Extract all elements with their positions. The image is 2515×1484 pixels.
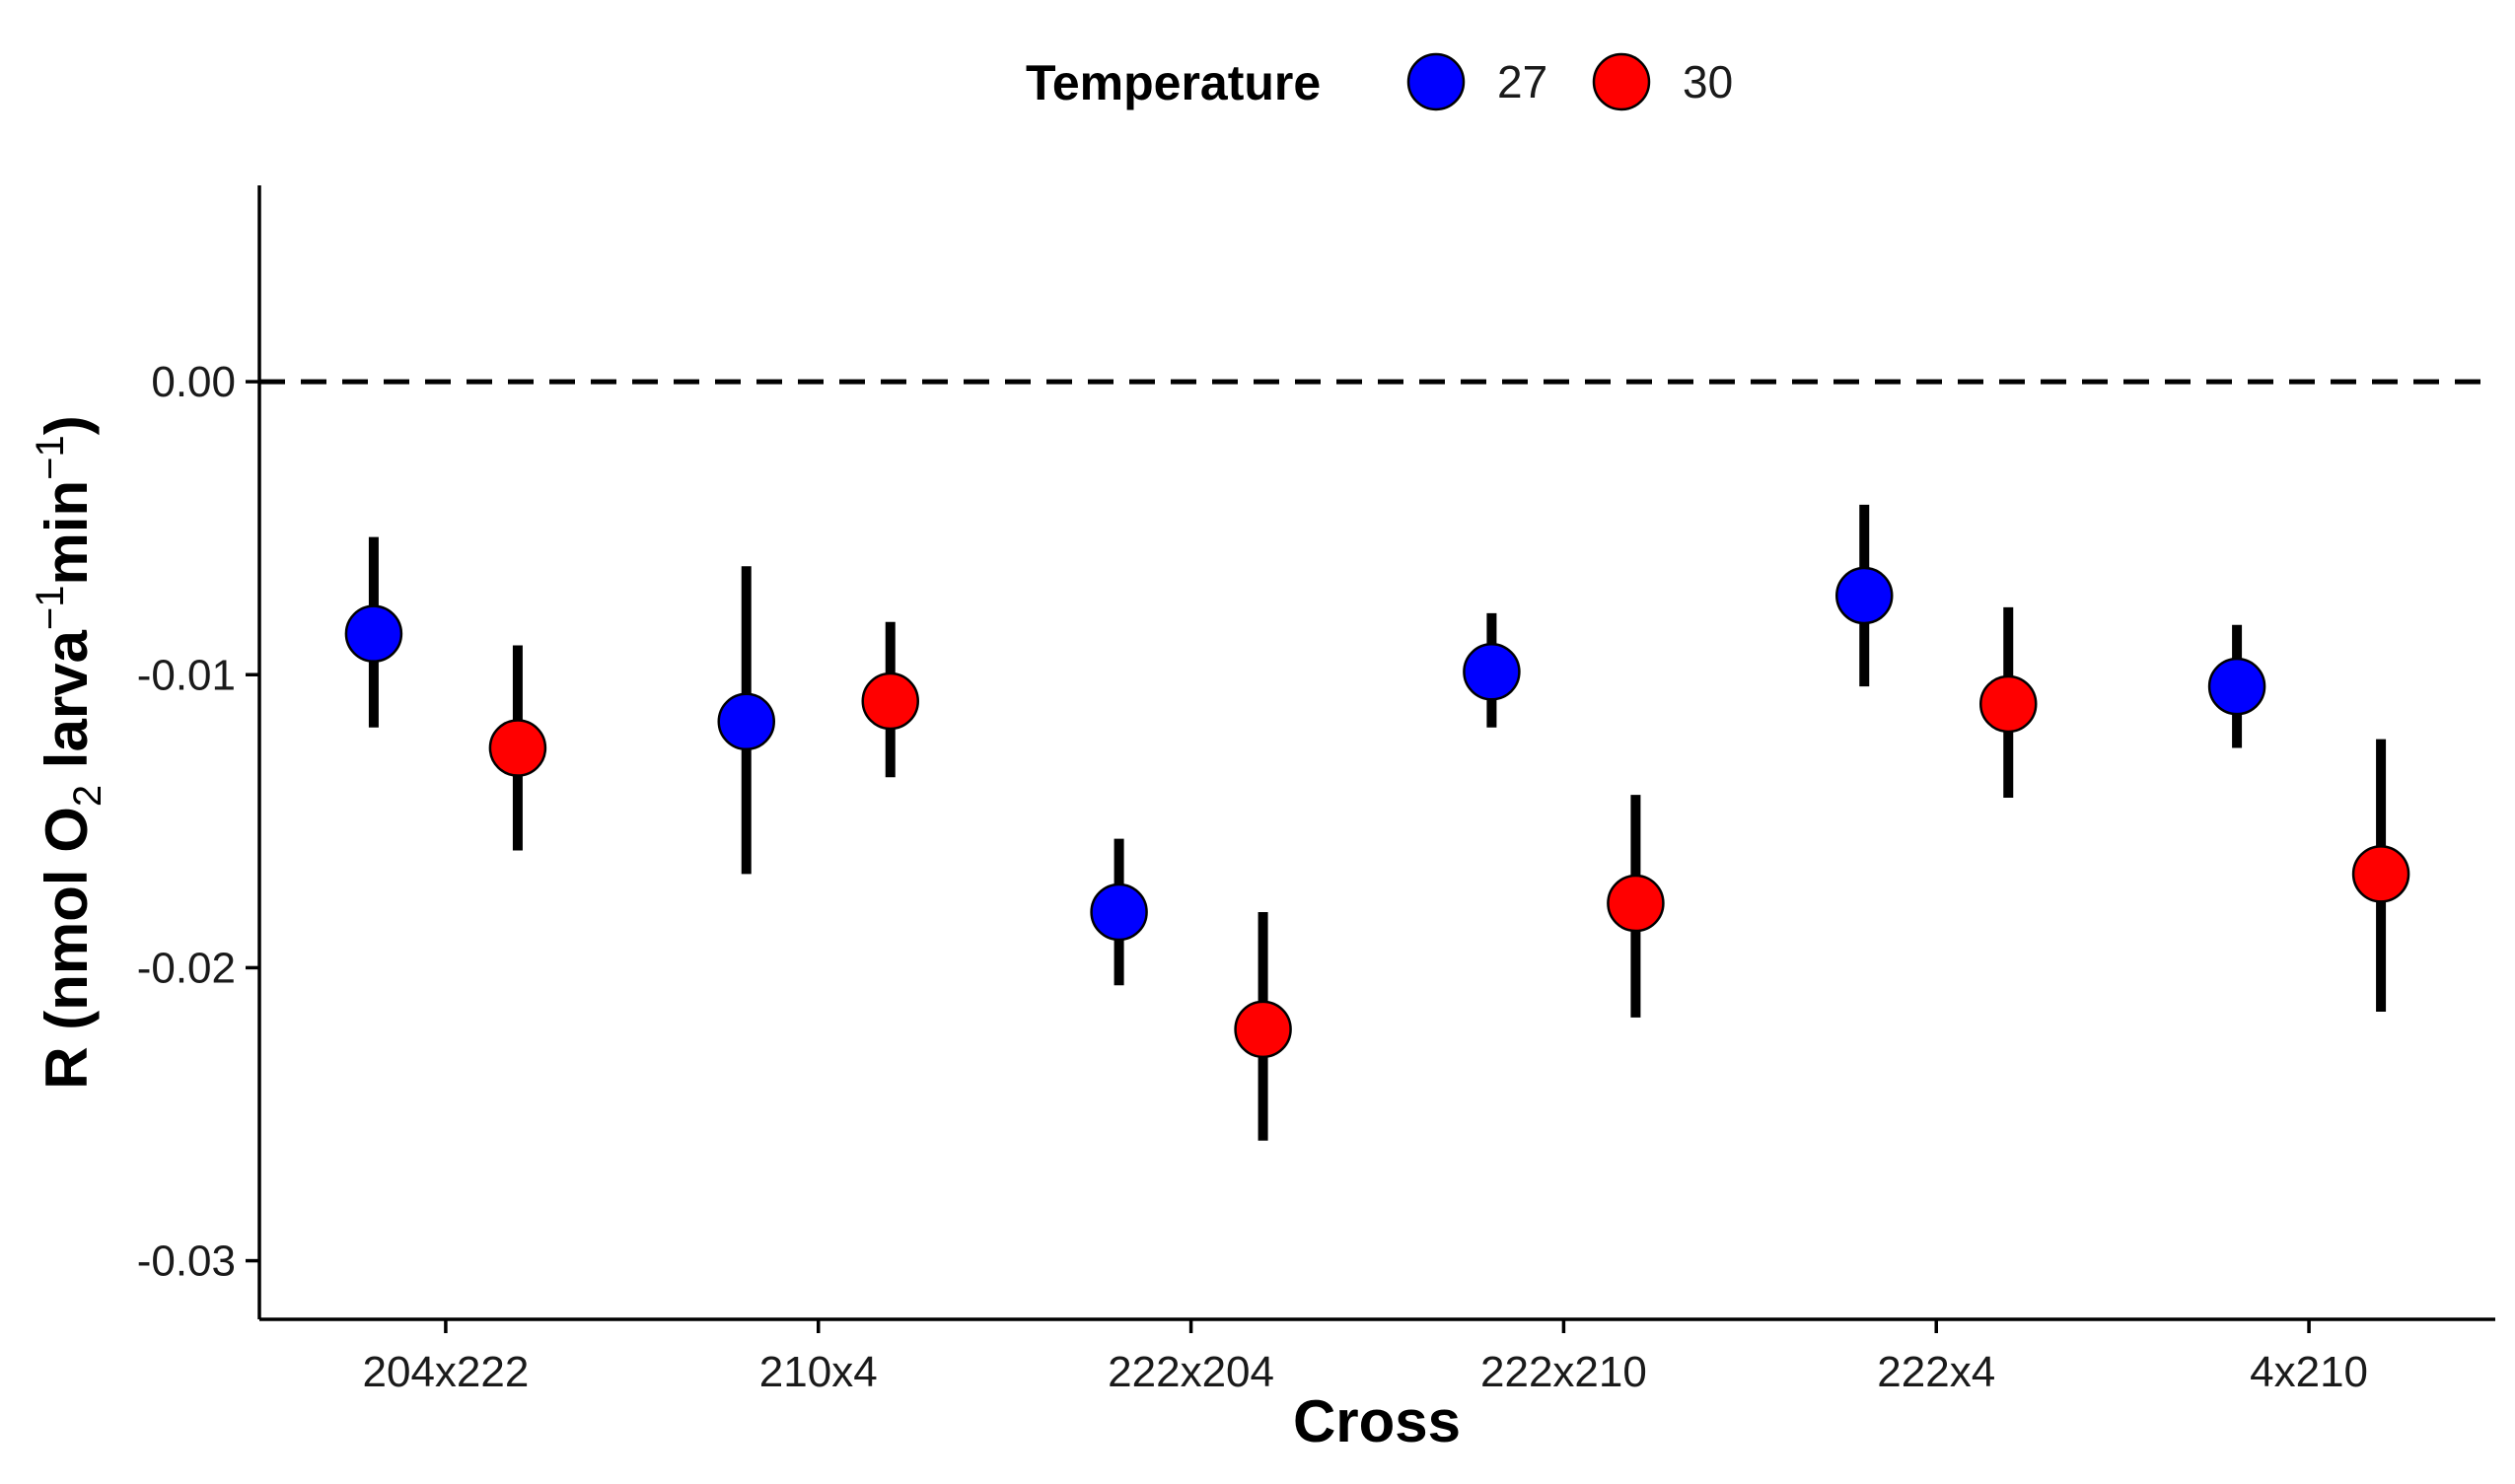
legend-swatch-30 — [1592, 52, 1651, 111]
y-axis-title: R (nmol O2 larva−1min−1) — [29, 415, 109, 1090]
y-axis-title-close-paren: ) — [34, 415, 100, 435]
data-point — [2207, 657, 2266, 716]
x-tick-label: 222x4 — [1877, 1348, 1995, 1396]
data-point — [1979, 674, 2038, 734]
plot-marks — [344, 504, 2410, 1141]
y-tick-label: 0.00 — [151, 358, 236, 406]
y-axis-title-main: R (nmol O — [34, 807, 100, 1090]
y-axis-title-larva: larva — [34, 629, 100, 784]
series-27 — [344, 504, 2266, 986]
data-point — [1607, 874, 1665, 933]
series-30 — [488, 606, 2410, 1141]
legend-label-30: 30 — [1683, 56, 1733, 107]
x-axis-ticks: 204x222 210x4 222x204 222x210 222x4 4x210 — [363, 1319, 2368, 1396]
y-axis-title-min-superscript: −1 — [29, 435, 72, 480]
x-tick-label: 210x4 — [759, 1348, 878, 1396]
data-point — [1463, 643, 1521, 701]
data-point — [1090, 883, 1148, 942]
legend: Temperature 27 30 — [1026, 52, 1733, 111]
data-point — [717, 692, 775, 751]
x-tick-label: 222x204 — [1108, 1348, 1274, 1396]
data-point — [2351, 845, 2410, 903]
y-axis-ticks: 0.00 -0.01 -0.02 -0.03 — [137, 358, 259, 1286]
y-axis-title-o2-subscript: 2 — [66, 785, 109, 807]
y-tick-label: -0.03 — [137, 1237, 236, 1286]
data-point — [344, 604, 403, 663]
y-axis-title-larva-superscript: −1 — [29, 585, 72, 630]
x-tick-label: 222x210 — [1480, 1348, 1647, 1396]
legend-label-27: 27 — [1497, 56, 1547, 107]
data-point — [1234, 1000, 1292, 1059]
data-point — [861, 671, 919, 731]
data-point — [488, 719, 547, 777]
legend-swatch-27 — [1406, 52, 1466, 111]
x-axis-title: Cross — [1293, 1388, 1461, 1454]
data-point — [1835, 566, 1894, 625]
legend-title: Temperature — [1026, 55, 1321, 110]
x-tick-label: 4x210 — [2250, 1348, 2368, 1396]
y-tick-label: -0.01 — [137, 651, 236, 699]
x-tick-label: 204x222 — [363, 1348, 530, 1396]
y-tick-label: -0.02 — [137, 944, 236, 992]
y-axis-title-min: min — [34, 480, 100, 586]
